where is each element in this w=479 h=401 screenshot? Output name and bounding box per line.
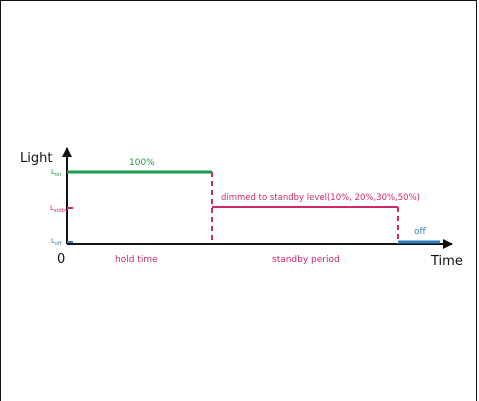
standby-level-annotation: dimmed to standby level(10%, 20%,30%,50%… (221, 193, 420, 203)
level-label-stdby: Lstdby (50, 204, 68, 214)
hold-time-label: hold time (115, 255, 158, 265)
level-stdby-sub: stdby (54, 208, 68, 214)
off-level-annotation: off (414, 227, 427, 237)
on-level-annotation: 100% (129, 158, 155, 168)
svg-text:Lon: Lon (51, 168, 61, 178)
y-axis-label: Light (20, 151, 52, 166)
level-stdby-base: L (50, 204, 54, 212)
svg-text:Lstdby: Lstdby (50, 204, 68, 214)
level-label-off: Loff (51, 237, 62, 247)
level-label-on: Lon (51, 168, 61, 178)
level-on-base: L (51, 168, 55, 176)
standby-period-label: standby period (272, 255, 340, 265)
level-off-base: L (51, 237, 55, 245)
level-off-sub: off (55, 241, 62, 247)
x-axis-label: Time (430, 254, 463, 269)
origin-label: 0 (57, 252, 65, 267)
level-on-sub: on (55, 172, 61, 178)
svg-text:Loff: Loff (51, 237, 62, 247)
